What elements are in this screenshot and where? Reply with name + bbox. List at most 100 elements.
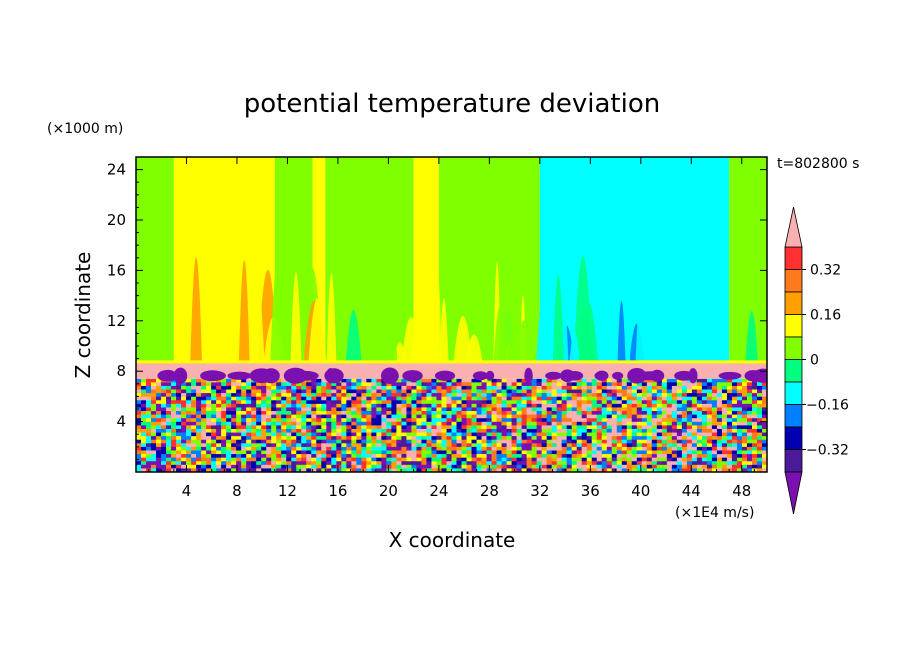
- field-cell: [386, 446, 392, 451]
- field-cell: [691, 436, 698, 441]
- field-cell: [656, 446, 663, 451]
- field-cell: [396, 446, 402, 451]
- field-cell: [671, 454, 678, 459]
- plume: [439, 298, 449, 363]
- field-cell: [656, 407, 663, 412]
- field-cell: [426, 439, 432, 444]
- field-cell: [246, 385, 252, 390]
- field-cell: [501, 414, 507, 419]
- field-cell: [496, 450, 502, 455]
- field-cell: [401, 414, 407, 419]
- field-cell: [656, 414, 663, 419]
- field-cell: [161, 428, 167, 433]
- field-cell: [166, 457, 172, 462]
- field-cell: [481, 411, 487, 416]
- field-cell: [266, 403, 272, 408]
- field-cell: [496, 428, 502, 433]
- field-cell: [541, 421, 548, 426]
- field-cell: [441, 450, 447, 455]
- field-cell: [631, 382, 638, 387]
- field-cell: [271, 411, 277, 416]
- field-cell: [261, 464, 267, 469]
- field-cell: [591, 385, 598, 390]
- field-cell: [481, 428, 487, 433]
- field-cell: [531, 439, 538, 444]
- field-cell: [671, 378, 678, 383]
- field-cell: [441, 411, 447, 416]
- field-cell: [631, 418, 638, 423]
- field-cell: [311, 385, 317, 390]
- field-cell: [661, 425, 668, 430]
- field-cell: [231, 418, 237, 423]
- field-cell: [556, 461, 563, 466]
- field-cell: [736, 464, 743, 469]
- field-cell: [351, 432, 357, 437]
- field-cell: [586, 421, 593, 426]
- field-cell: [681, 464, 688, 469]
- field-cell: [426, 393, 432, 398]
- field-cell: [541, 382, 548, 387]
- field-cell: [246, 450, 252, 455]
- field-cell: [546, 443, 553, 448]
- field-cell: [171, 464, 177, 469]
- field-cell: [291, 454, 297, 459]
- field-cell: [761, 385, 767, 390]
- field-cell: [641, 396, 648, 401]
- field-cell: [751, 418, 758, 423]
- field-cell: [321, 446, 327, 451]
- field-cell: [651, 454, 658, 459]
- field-cell: [176, 403, 182, 408]
- field-cell: [336, 457, 342, 462]
- field-cell: [161, 461, 167, 466]
- field-cell: [556, 468, 563, 472]
- field-cell: [221, 425, 227, 430]
- field-cell: [746, 421, 753, 426]
- field-cell: [366, 454, 372, 459]
- field-cell: [351, 421, 357, 426]
- field-cell: [151, 389, 157, 394]
- field-cell: [631, 432, 638, 437]
- field-cell: [761, 464, 767, 469]
- field-cell: [301, 425, 307, 430]
- field-cell: [401, 425, 407, 430]
- field-cell: [271, 414, 277, 419]
- field-cell: [166, 407, 172, 412]
- field-cell: [756, 428, 763, 433]
- field-cell: [391, 382, 397, 387]
- field-cell: [381, 425, 387, 430]
- field-cell: [271, 443, 277, 448]
- field-cell: [191, 411, 197, 416]
- field-cell: [581, 411, 588, 416]
- field-cell: [441, 464, 447, 469]
- field-cell: [566, 425, 573, 430]
- field-cell: [476, 400, 482, 405]
- field-cell: [376, 464, 382, 469]
- field-cell: [631, 446, 638, 451]
- field-cell: [621, 400, 628, 405]
- field-cell: [566, 403, 573, 408]
- field-cell: [476, 454, 482, 459]
- field-cell: [361, 418, 367, 423]
- field-cell: [506, 393, 512, 398]
- field-cell: [461, 432, 467, 437]
- field-cell: [526, 400, 533, 405]
- field-cell: [226, 450, 232, 455]
- field-cell: [321, 400, 327, 405]
- field-cell: [531, 400, 538, 405]
- field-cell: [196, 378, 202, 383]
- layer-blob: [159, 369, 177, 382]
- field-cell: [596, 457, 603, 462]
- field-cell: [581, 385, 588, 390]
- field-cell: [231, 421, 237, 426]
- colorbar-segment: [784, 336, 803, 360]
- field-cell: [451, 393, 457, 398]
- field-cell: [161, 457, 167, 462]
- field-cell: [336, 443, 342, 448]
- field-cell: [621, 461, 628, 466]
- field-cell: [526, 396, 533, 401]
- field-cell: [326, 443, 332, 448]
- field-cell: [451, 454, 457, 459]
- field-cell: [571, 418, 578, 423]
- x-axis-label: X coordinate: [389, 528, 516, 552]
- field-cell: [256, 436, 262, 441]
